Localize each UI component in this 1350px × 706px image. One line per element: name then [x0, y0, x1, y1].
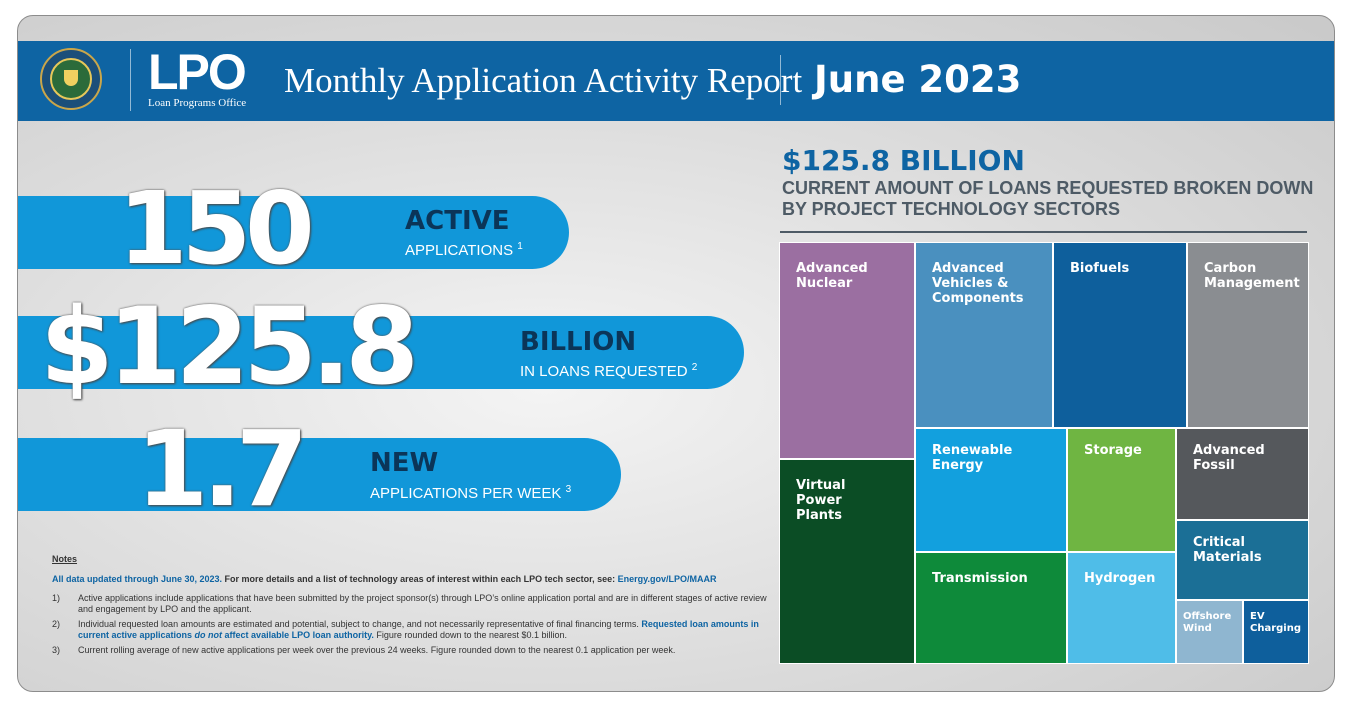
sector-advanced-nuclear: Advanced Nuclear: [779, 242, 915, 459]
sector-treemap: Advanced Nuclear Advanced Vehicles & Com…: [779, 242, 1309, 664]
header-bar: LPO Loan Programs Office Monthly Applica…: [18, 41, 1334, 121]
sector-transmission: Transmission: [915, 552, 1067, 664]
infographic-frame: LPO Loan Programs Office Monthly Applica…: [17, 15, 1335, 692]
caption-rule: [780, 231, 1307, 233]
sector-critical-materials: Critical Materials: [1176, 520, 1309, 600]
stat-pill-billion: [18, 316, 744, 389]
notes-heading: Notes: [52, 554, 78, 564]
stat-value-active: 150: [118, 170, 315, 287]
note-item: 1) Active applications include applicatio…: [52, 593, 767, 614]
stat-word-active: ACTIVE: [405, 206, 510, 236]
title-divider: [780, 55, 781, 105]
stat-value-billion: $125.8: [40, 285, 419, 408]
lpo-logo-text: LPO: [148, 44, 247, 100]
header-divider: [130, 49, 131, 111]
report-date: June 2023: [814, 58, 1022, 101]
sector-biofuels: Biofuels: [1053, 242, 1187, 428]
lpo-logo-subtitle: Loan Programs Office: [148, 97, 247, 109]
sector-offshore-wind: Offshore Wind: [1176, 600, 1243, 664]
report-title: Monthly Application Activity Report: [284, 61, 803, 100]
stat-sub-billion: IN LOANS REQUESTED 2: [520, 362, 698, 380]
stat-value-new: 1.7: [136, 408, 308, 530]
note-item: 3) Current rolling average of new active …: [52, 645, 676, 655]
note-item: 2) Individual requested loan amounts are …: [52, 619, 759, 640]
sector-advanced-fossil: Advanced Fossil: [1176, 428, 1309, 520]
treemap-caption: CURRENT AMOUNT OF LOANS REQUESTED BROKEN…: [782, 178, 1314, 219]
notes-lead: All data updated through June 30, 2023. …: [52, 574, 717, 584]
sector-storage: Storage: [1067, 428, 1176, 552]
notes-section: Notes All data updated through June 30, …: [52, 554, 772, 660]
sector-hydrogen: Hydrogen: [1067, 552, 1176, 664]
sector-virtual-power-plants: Virtual Power Plants: [779, 459, 915, 664]
sector-carbon-management: Carbon Management: [1187, 242, 1309, 428]
sector-advanced-vehicles: Advanced Vehicles & Components: [915, 242, 1053, 428]
stat-pill-active: [18, 196, 569, 269]
stat-word-new: NEW: [370, 448, 439, 478]
stat-pill-new: [18, 438, 621, 511]
maar-link[interactable]: Energy.gov/LPO/MAAR: [617, 574, 717, 584]
stat-sub-active: APPLICATIONS 1: [405, 241, 523, 259]
stat-word-billion: BILLION: [520, 327, 637, 357]
stat-sub-new: APPLICATIONS PER WEEK 3: [370, 484, 572, 502]
treemap-amount: $125.8 BILLION: [782, 144, 1025, 177]
sector-ev-charging: EV Charging: [1243, 600, 1309, 664]
sector-renewable-energy: Renewable Energy: [915, 428, 1067, 552]
lpo-logo: LPO Loan Programs Office: [148, 44, 258, 109]
doe-seal-icon: [40, 48, 102, 110]
